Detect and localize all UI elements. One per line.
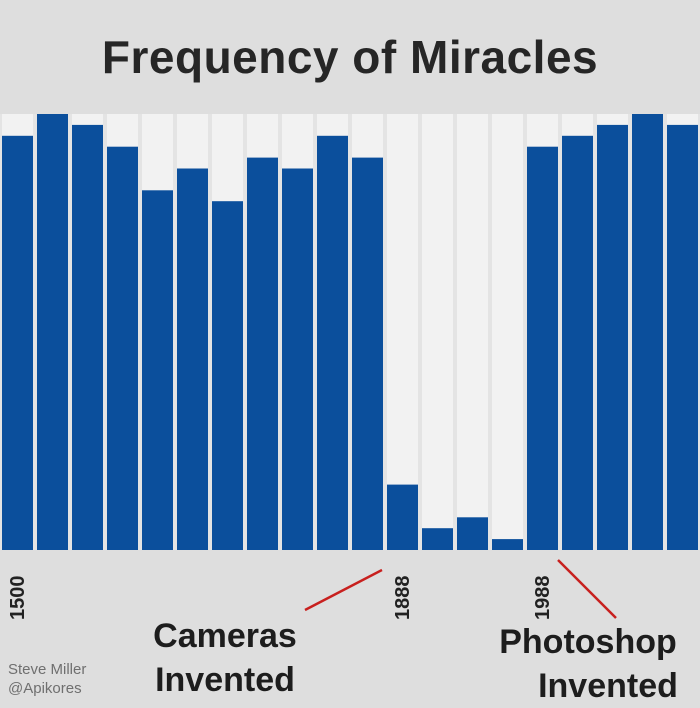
annotation-line-cameras	[304, 568, 383, 612]
bar-5	[177, 168, 208, 550]
annotation-cameras: Cameras Invented	[140, 614, 310, 702]
bar-7	[247, 157, 278, 550]
bar-1	[37, 114, 68, 550]
bar-14	[492, 539, 523, 550]
credit: Steve Miller @Apikores	[8, 660, 86, 698]
annotation-cameras-line2: Invented	[155, 661, 295, 699]
annotation-cameras-line1: Cameras	[153, 617, 297, 655]
bar-stripe-14	[492, 114, 523, 550]
bar-17	[597, 124, 628, 551]
bar-3	[107, 146, 138, 550]
bar-11	[387, 484, 418, 550]
tick-label-1500: 1500	[6, 575, 29, 621]
bar-stripe-11	[387, 114, 418, 550]
credit-name: Steve Miller	[8, 661, 87, 678]
bar-15	[527, 146, 558, 550]
bar-9	[317, 135, 348, 551]
bar-18	[632, 114, 663, 550]
bar-16	[562, 135, 593, 551]
chart-title: Frequency of Miracles	[101, 31, 599, 83]
tick-label-1888: 1888	[391, 575, 414, 621]
bar-0	[2, 135, 33, 551]
annotation-photoshop-line2: Invented	[538, 667, 678, 705]
bar-4	[142, 190, 173, 551]
bar-8	[282, 168, 313, 550]
annotation-line-photoshop	[557, 559, 617, 619]
bar-19	[667, 124, 698, 551]
plot-area	[0, 114, 700, 550]
bar-stripe-12	[422, 114, 453, 550]
tick-label-1988: 1988	[531, 575, 554, 621]
bar-stripe-13	[457, 114, 488, 550]
bar-12	[422, 528, 453, 550]
bar-10	[352, 157, 383, 550]
bar-13	[457, 517, 488, 550]
bar-6	[212, 201, 243, 550]
credit-handle: @Apikores	[8, 680, 82, 697]
bar-2	[72, 124, 103, 551]
annotation-photoshop: Photoshop Invented	[478, 620, 698, 708]
annotation-photoshop-line1: Photoshop	[499, 623, 677, 661]
